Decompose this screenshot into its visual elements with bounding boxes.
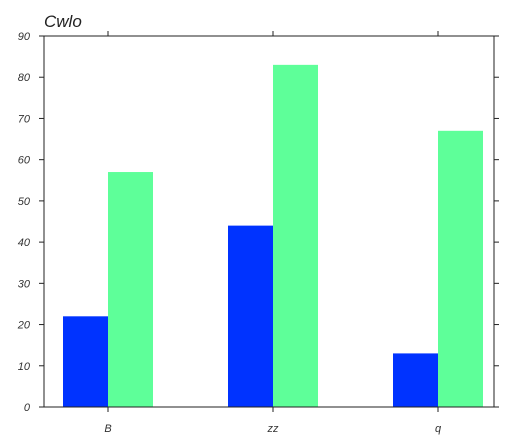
x-tick-label-q: q: [435, 423, 442, 435]
y-ticks-group: 0 10 20 30 40 50 60 70 80 90: [17, 31, 499, 414]
bar-B-series-2: [108, 172, 153, 407]
x-tick-label-B: B: [104, 423, 111, 435]
bar-q-series-2: [438, 130, 483, 408]
chart-title: Cwlo: [44, 12, 82, 31]
bars-group: [63, 64, 483, 408]
axes-group: [43, 35, 495, 408]
y-tick-label: 30: [18, 278, 31, 290]
y-tick-label: 40: [18, 237, 31, 249]
bar-zz-series-1: [228, 225, 273, 407]
y-tick-label: 60: [18, 155, 31, 167]
bar-zz-series-2: [273, 64, 318, 407]
bar-B-series-1: [63, 316, 108, 407]
y-tick-label: 0: [24, 402, 31, 414]
y-tick-label: 70: [18, 113, 31, 125]
y-tick-label: 20: [17, 320, 31, 332]
y-tick-label: 90: [18, 31, 31, 43]
bar-q-series-1: [393, 353, 438, 407]
y-tick-label: 10: [18, 361, 31, 373]
x-tick-label-zz: zz: [267, 423, 280, 435]
y-tick-label: 50: [18, 196, 31, 208]
y-tick-label: 80: [18, 72, 31, 84]
